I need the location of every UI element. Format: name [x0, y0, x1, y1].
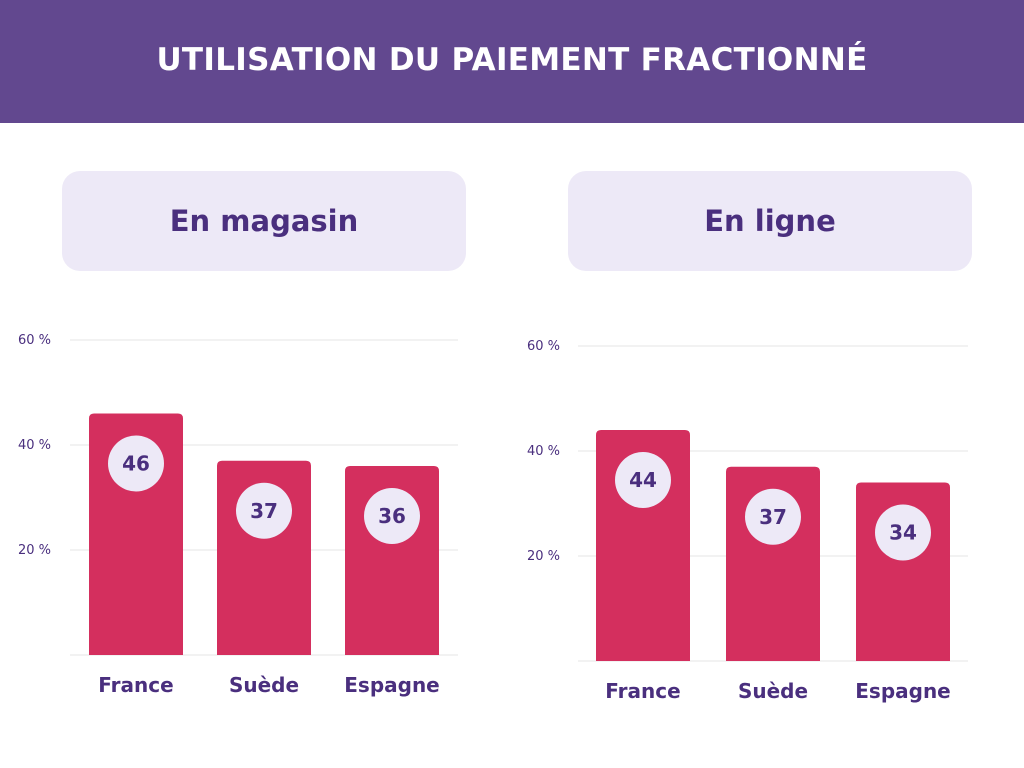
y-tick-label-in-store: 60 % — [18, 333, 51, 348]
data-label-in-store: 36 — [378, 504, 406, 528]
value-circle-online — [875, 504, 931, 561]
data-label-online: 34 — [889, 521, 917, 545]
y-tick-label-online: 40 % — [527, 444, 560, 459]
x-category-label-online: France — [605, 679, 680, 703]
y-tick-label-in-store: 40 % — [18, 438, 51, 453]
page-title: UTILISATION DU PAIEMENT FRACTIONNÉ — [156, 41, 868, 78]
value-circle-online — [745, 488, 801, 545]
x-category-label-online: Suède — [738, 679, 808, 703]
y-tick-label-in-store: 20 % — [18, 543, 51, 558]
value-circle-in-store — [364, 488, 420, 544]
y-tick-label-online: 20 % — [527, 549, 560, 564]
value-circle-online — [615, 452, 671, 508]
value-circle-in-store — [108, 435, 164, 492]
data-label-in-store: 37 — [250, 499, 278, 523]
x-category-label-in-store: Espagne — [344, 673, 440, 697]
x-category-label-online: Espagne — [855, 679, 951, 703]
x-category-label-in-store: Suède — [229, 673, 299, 697]
chart-title-online: En ligne — [568, 171, 972, 271]
y-tick-label-online: 60 % — [527, 339, 560, 354]
value-circle-in-store — [236, 482, 292, 539]
chart-title-in-store: En magasin — [62, 171, 466, 271]
header-banner: UTILISATION DU PAIEMENT FRACTIONNÉ — [0, 0, 1024, 123]
data-label-online: 37 — [759, 505, 787, 529]
data-label-in-store: 46 — [122, 452, 150, 476]
x-category-label-in-store: France — [98, 673, 173, 697]
data-label-online: 44 — [629, 468, 657, 492]
